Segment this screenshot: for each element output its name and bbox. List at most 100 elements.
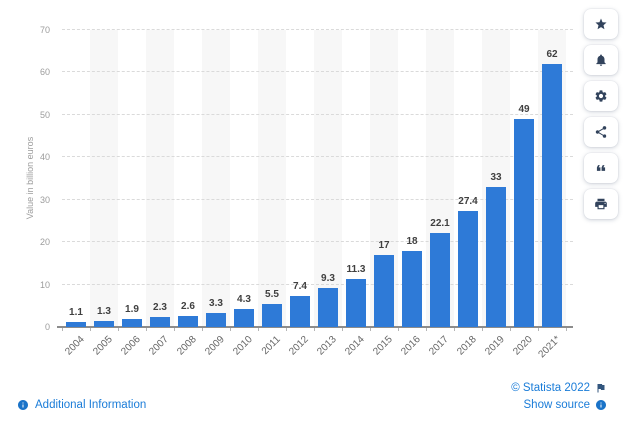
bar-value-label: 1.9 [125,303,139,315]
bar-2007[interactable] [150,317,170,327]
bar-value-label: 1.3 [97,306,111,318]
bar-value-label: 7.4 [293,280,307,292]
favorite-button[interactable] [584,9,618,39]
gridline-10 [62,283,573,285]
axis-tick [454,328,455,331]
chart-toolbar [584,9,618,219]
axis-tick [510,328,511,331]
axis-tick [286,328,287,331]
plot-band [314,30,342,327]
bar-2004[interactable] [66,322,86,327]
axis-tick [538,328,539,331]
gridline-70 [62,29,573,30]
gridline-60 [62,71,573,73]
bar-value-label: 5.5 [265,288,279,300]
y-tick-label: 10 [39,279,50,290]
bar-value-label: 9.3 [321,272,335,284]
show-source-link[interactable]: Show source [524,399,607,411]
star-icon [595,18,607,30]
bar-2017[interactable] [430,233,450,327]
y-tick-label: 20 [39,237,50,248]
y-tick-label: 60 [39,67,50,78]
axis-tick [202,328,203,331]
bar-2020[interactable] [514,119,534,327]
bar-2018[interactable] [458,210,478,327]
axis-tick [118,328,119,331]
x-axis-line [57,326,573,328]
bar-2021*[interactable] [542,63,562,327]
info-icon [18,400,28,410]
axis-tick [174,328,175,331]
y-tick-label: 0 [44,322,50,332]
bar-2005[interactable] [94,321,114,327]
axis-tick [230,328,231,331]
bar-value-label: 62 [546,48,558,60]
y-axis-title: Value in billion euros [25,136,35,220]
copyright-label: © Statista 2022 [511,382,590,394]
bar-2013[interactable] [318,287,338,327]
bar-value-label: 27.4 [458,195,478,207]
gridline-20 [62,241,573,243]
axis-tick [370,328,371,331]
axis-tick [426,328,427,331]
bar-2011[interactable] [262,303,282,327]
additional-information-label: Additional Information [35,399,147,411]
citation-button[interactable] [584,153,618,183]
plot-band [146,30,174,327]
flag-icon [597,384,605,393]
bar-value-label: 4.3 [237,293,251,305]
plot-band [90,30,118,327]
y-tick-label: 70 [39,25,50,35]
bar-value-label: 1.1 [69,307,83,319]
gear-icon [595,90,607,102]
alerts-button[interactable] [584,45,618,75]
plot-band [202,30,230,327]
bar-2012[interactable] [290,295,310,327]
axis-tick [146,328,147,331]
bar-value-label: 49 [518,104,530,116]
bar-2008[interactable] [178,315,198,327]
bar-2019[interactable] [486,186,506,327]
show-source-label: Show source [523,399,590,411]
bar-value-label: 11.3 [346,264,366,276]
share-button[interactable] [584,117,618,147]
y-tick-label: 40 [39,152,50,163]
axis-tick [258,328,259,331]
plot-band [258,30,286,327]
bar-2010[interactable] [234,308,254,327]
print-button[interactable] [584,189,618,219]
printer-icon [595,198,607,210]
gridline-30 [62,198,573,200]
bar-value-label: 33 [490,171,502,183]
bar-2016[interactable] [402,250,422,327]
settings-button[interactable] [584,81,618,111]
gridline-50 [62,113,573,115]
bar-value-label: 3.3 [209,297,223,309]
bar-value-label: 22.1 [430,218,450,230]
axis-tick [314,328,315,331]
axis-tick [482,328,483,331]
bar-value-label: 17 [378,239,390,251]
footer-right: © Statista 2022 Show source [511,382,607,411]
additional-information-link[interactable]: Additional Information [17,399,146,411]
bar-value-label: 18 [406,235,418,247]
statista-copyright-link[interactable]: © Statista 2022 [511,382,607,394]
bar-2014[interactable] [346,279,366,327]
share-icon [595,126,607,138]
y-tick-label: 30 [39,194,50,205]
bar-2015[interactable] [374,254,394,327]
axis-tick [62,328,63,331]
info-icon [596,400,606,410]
axis-tick [342,328,343,331]
bar-2009[interactable] [206,312,226,327]
quote-icon [596,165,606,171]
bar-value-label: 2.3 [153,302,167,314]
y-tick-label: 50 [39,109,50,120]
gridline-40 [62,156,573,158]
axis-tick [566,328,567,331]
bar-value-label: 2.6 [181,300,195,312]
axis-tick [90,328,91,331]
bar-2006[interactable] [122,318,142,327]
axis-tick [398,328,399,331]
